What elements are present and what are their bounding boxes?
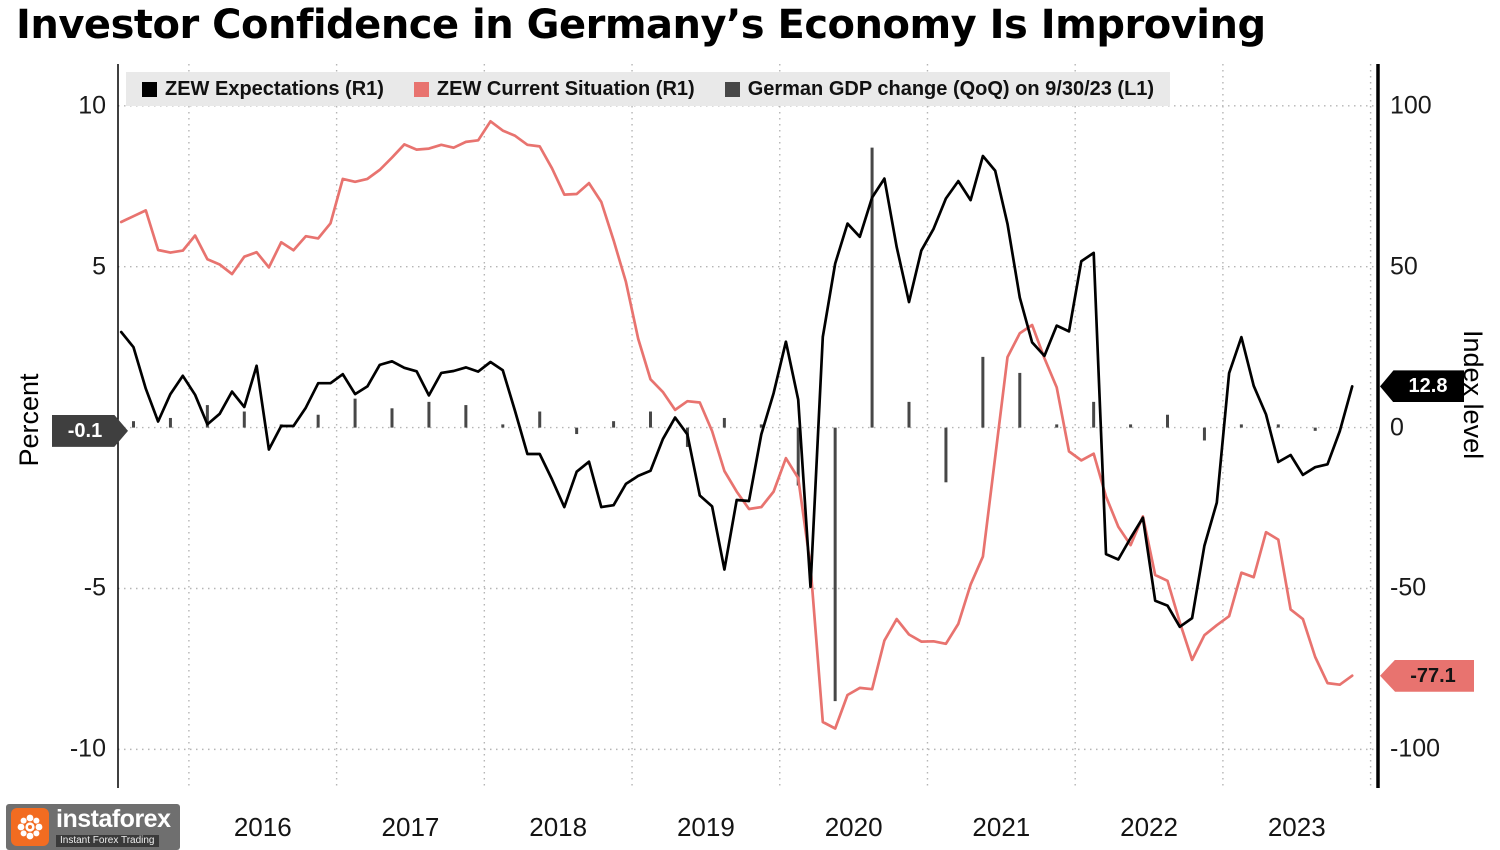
x-tick-label: 2019 xyxy=(676,812,735,842)
legend: ZEW Expectations (R1) ZEW Current Situati… xyxy=(126,72,1171,106)
gdp-value-tag: -0.1 xyxy=(52,414,128,447)
legend-swatch-icon xyxy=(413,81,429,97)
expectations-value-tag: 12.8 xyxy=(1380,370,1464,403)
x-tick-label: 2022 xyxy=(1120,812,1178,842)
x-tick-label: 2023 xyxy=(1267,812,1326,842)
series-expectations xyxy=(119,154,1354,629)
logo-tagline: Instant Forex Trading xyxy=(56,835,159,847)
axis-spines xyxy=(117,64,1380,788)
legend-swatch-icon xyxy=(724,81,740,97)
left-tick-label: 5 xyxy=(92,252,106,281)
chart-title: Investor Confidence in Germany’s Economy… xyxy=(16,2,1266,48)
logo-name: instaforex xyxy=(56,805,171,833)
legend-label: ZEW Expectations (R1) xyxy=(165,77,384,100)
gridlines xyxy=(118,64,1378,788)
right-tick-label: -50 xyxy=(1390,573,1427,602)
legend-label: German GDP change (QoQ) on 9/30/23 (L1) xyxy=(747,77,1155,100)
left-tick-label: -10 xyxy=(69,734,106,763)
left-axis-label: Percent xyxy=(14,373,44,467)
legend-item: ZEW Expectations (R1) xyxy=(142,78,384,101)
gear-flower-icon xyxy=(17,814,43,840)
instaforex-logo: instaforex Instant Forex Trading xyxy=(6,804,181,850)
left-tick-label: -5 xyxy=(83,573,106,602)
left-tick-label: 10 xyxy=(78,91,106,120)
gdp-bars xyxy=(132,147,1317,702)
x-tick-label: 2017 xyxy=(381,812,440,842)
right-tick-label: 50 xyxy=(1390,252,1418,281)
legend-item: German GDP change (QoQ) on 9/30/23 (L1) xyxy=(724,77,1155,101)
legend-swatch-icon xyxy=(142,81,157,97)
x-tick-label: 2018 xyxy=(529,812,588,842)
x-tick-label: 2021 xyxy=(972,812,1031,842)
legend-item: ZEW Current Situation (R1) xyxy=(413,77,695,101)
right-tick-label: 0 xyxy=(1390,413,1404,442)
legend-label: ZEW Current Situation (R1) xyxy=(436,77,695,100)
instaforex-logo-icon xyxy=(11,808,49,846)
series-current-situation xyxy=(119,119,1354,730)
x-tick-label: 2020 xyxy=(824,812,883,842)
right-tick-label: 100 xyxy=(1390,91,1432,120)
right-tick-label: -100 xyxy=(1390,734,1441,763)
x-tick-label: 2016 xyxy=(233,812,292,842)
current-situation-value-tag: -77.1 xyxy=(1380,659,1474,692)
